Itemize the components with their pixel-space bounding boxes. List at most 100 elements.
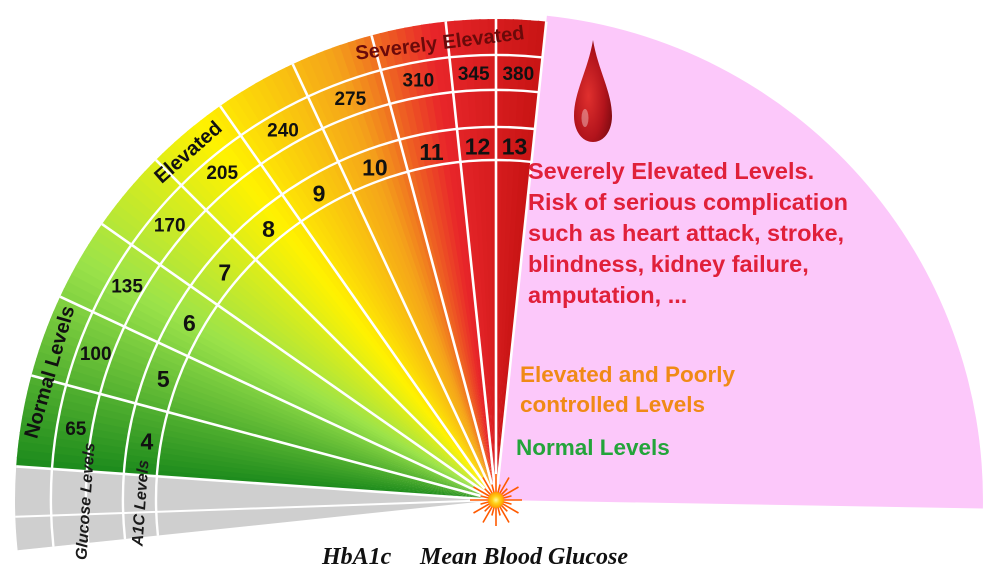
glucose-level-label: 170: [154, 216, 186, 237]
fan-slice: [133, 177, 496, 500]
fan-slice: [412, 24, 496, 500]
a1c-level-label: 4: [141, 429, 154, 455]
fan-slice: [300, 56, 496, 500]
glucose-level-label: 135: [111, 277, 143, 298]
fan-slice: [199, 115, 496, 500]
fan-slice: [315, 50, 496, 500]
radial-line: [101, 223, 497, 502]
severe-annotation: Severely Elevated Levels. Risk of seriou…: [528, 158, 848, 308]
fan-slice: [339, 42, 496, 500]
fan-slice: [323, 47, 496, 500]
fan-slice: [79, 251, 497, 500]
glucose-level-label: 240: [267, 121, 299, 142]
fan-slice: [347, 39, 496, 500]
fan-slice: [138, 171, 496, 500]
a1c-level-label: 11: [419, 139, 444, 165]
glucose-level-label: 205: [206, 163, 238, 184]
fan-slice: [144, 165, 496, 500]
radial-line: [291, 63, 498, 501]
fan-slice: [234, 91, 496, 501]
a1c-levels-ring-label: A1C Levels: [129, 459, 152, 547]
fan-slice: [462, 19, 496, 500]
fan-slice: [102, 216, 496, 501]
a1c-level-label: 8: [262, 216, 275, 242]
radial-line: [154, 158, 497, 501]
fan-slice: [454, 20, 496, 500]
a1c-level-label: 13: [502, 134, 528, 160]
fan-slice: [46, 318, 497, 500]
fan-slice: [180, 130, 496, 500]
fan-slice: [227, 95, 496, 501]
fan-slice: [127, 183, 496, 500]
fan-slice: [331, 44, 496, 501]
a1c-level-label: 10: [362, 154, 388, 180]
fan-slice: [117, 196, 496, 501]
fan-slice: [92, 230, 496, 500]
fan-slice: [193, 120, 497, 500]
a1c-level-label: 12: [465, 134, 491, 160]
radial-line: [16, 465, 497, 502]
fan-slice: [429, 22, 496, 501]
fan-slice: [479, 19, 496, 500]
glucose-level-label: 380: [502, 64, 534, 85]
fan-slice: [404, 26, 496, 500]
elevated-annotation: Elevated and Poorly controlled Levels: [520, 362, 736, 417]
fan-slice: [111, 202, 497, 500]
fan-slice: [270, 70, 496, 501]
fan-slice: [63, 280, 496, 500]
grid-lines: [15, 19, 548, 547]
glucose-level-label: 275: [334, 89, 366, 110]
fan-slice: [241, 87, 496, 500]
glucose-level-label: 345: [458, 64, 490, 85]
fan-slice: [206, 110, 496, 500]
ring-arc: [84, 88, 540, 544]
fan-slice: [53, 303, 496, 500]
radial-line: [219, 105, 498, 501]
fan-slice: [277, 67, 496, 500]
fan-slice: [88, 237, 496, 500]
fan-slice: [379, 31, 496, 500]
fan-slice: [262, 74, 496, 500]
fan-slice: [83, 244, 496, 500]
fan-slice: [174, 136, 496, 500]
a1c-level-label: 5: [157, 366, 170, 392]
fan-slice: [106, 209, 497, 500]
fan-slice: [60, 288, 496, 500]
gauge-icons: [470, 40, 612, 526]
a1c-level-label: 9: [313, 180, 326, 206]
ring-arc: [121, 125, 536, 540]
fan-slice: [285, 63, 496, 500]
fan-slice: [122, 189, 496, 500]
ring-arc: [154, 158, 532, 536]
fan-slice: [71, 265, 497, 500]
fan-slice: [75, 258, 497, 500]
fan-slice: [161, 147, 496, 500]
fan-slice: [168, 141, 496, 500]
fan-slice: [355, 37, 496, 501]
fan-slice: [363, 35, 496, 500]
radial-line: [370, 35, 498, 501]
fan-slice: [396, 27, 496, 500]
glucose-level-label: 310: [403, 71, 435, 92]
fan-slice: [308, 53, 496, 500]
fan-slice: [437, 21, 496, 500]
fan-slice: [470, 19, 496, 501]
radial-line: [444, 21, 498, 501]
radial-line: [494, 21, 548, 501]
starburst-icon: [470, 474, 522, 526]
fan-slice: [255, 78, 496, 500]
fan-slice: [420, 23, 496, 500]
radial-line: [15, 499, 497, 518]
fan-slice: [186, 125, 497, 501]
ring-arc: [49, 53, 543, 547]
glucose-level-label: 65: [65, 419, 87, 440]
drop-highlight: [581, 109, 589, 127]
bottom-title: HbA1c Mean Blood Glucose: [0, 544, 993, 580]
starburst-core: [488, 492, 504, 508]
radial-line: [31, 374, 497, 502]
fan-slice: [248, 82, 496, 501]
fan-slice: [67, 273, 497, 500]
hba1c-title: HbA1c: [322, 544, 392, 570]
a1c-level-label: 6: [183, 310, 196, 336]
